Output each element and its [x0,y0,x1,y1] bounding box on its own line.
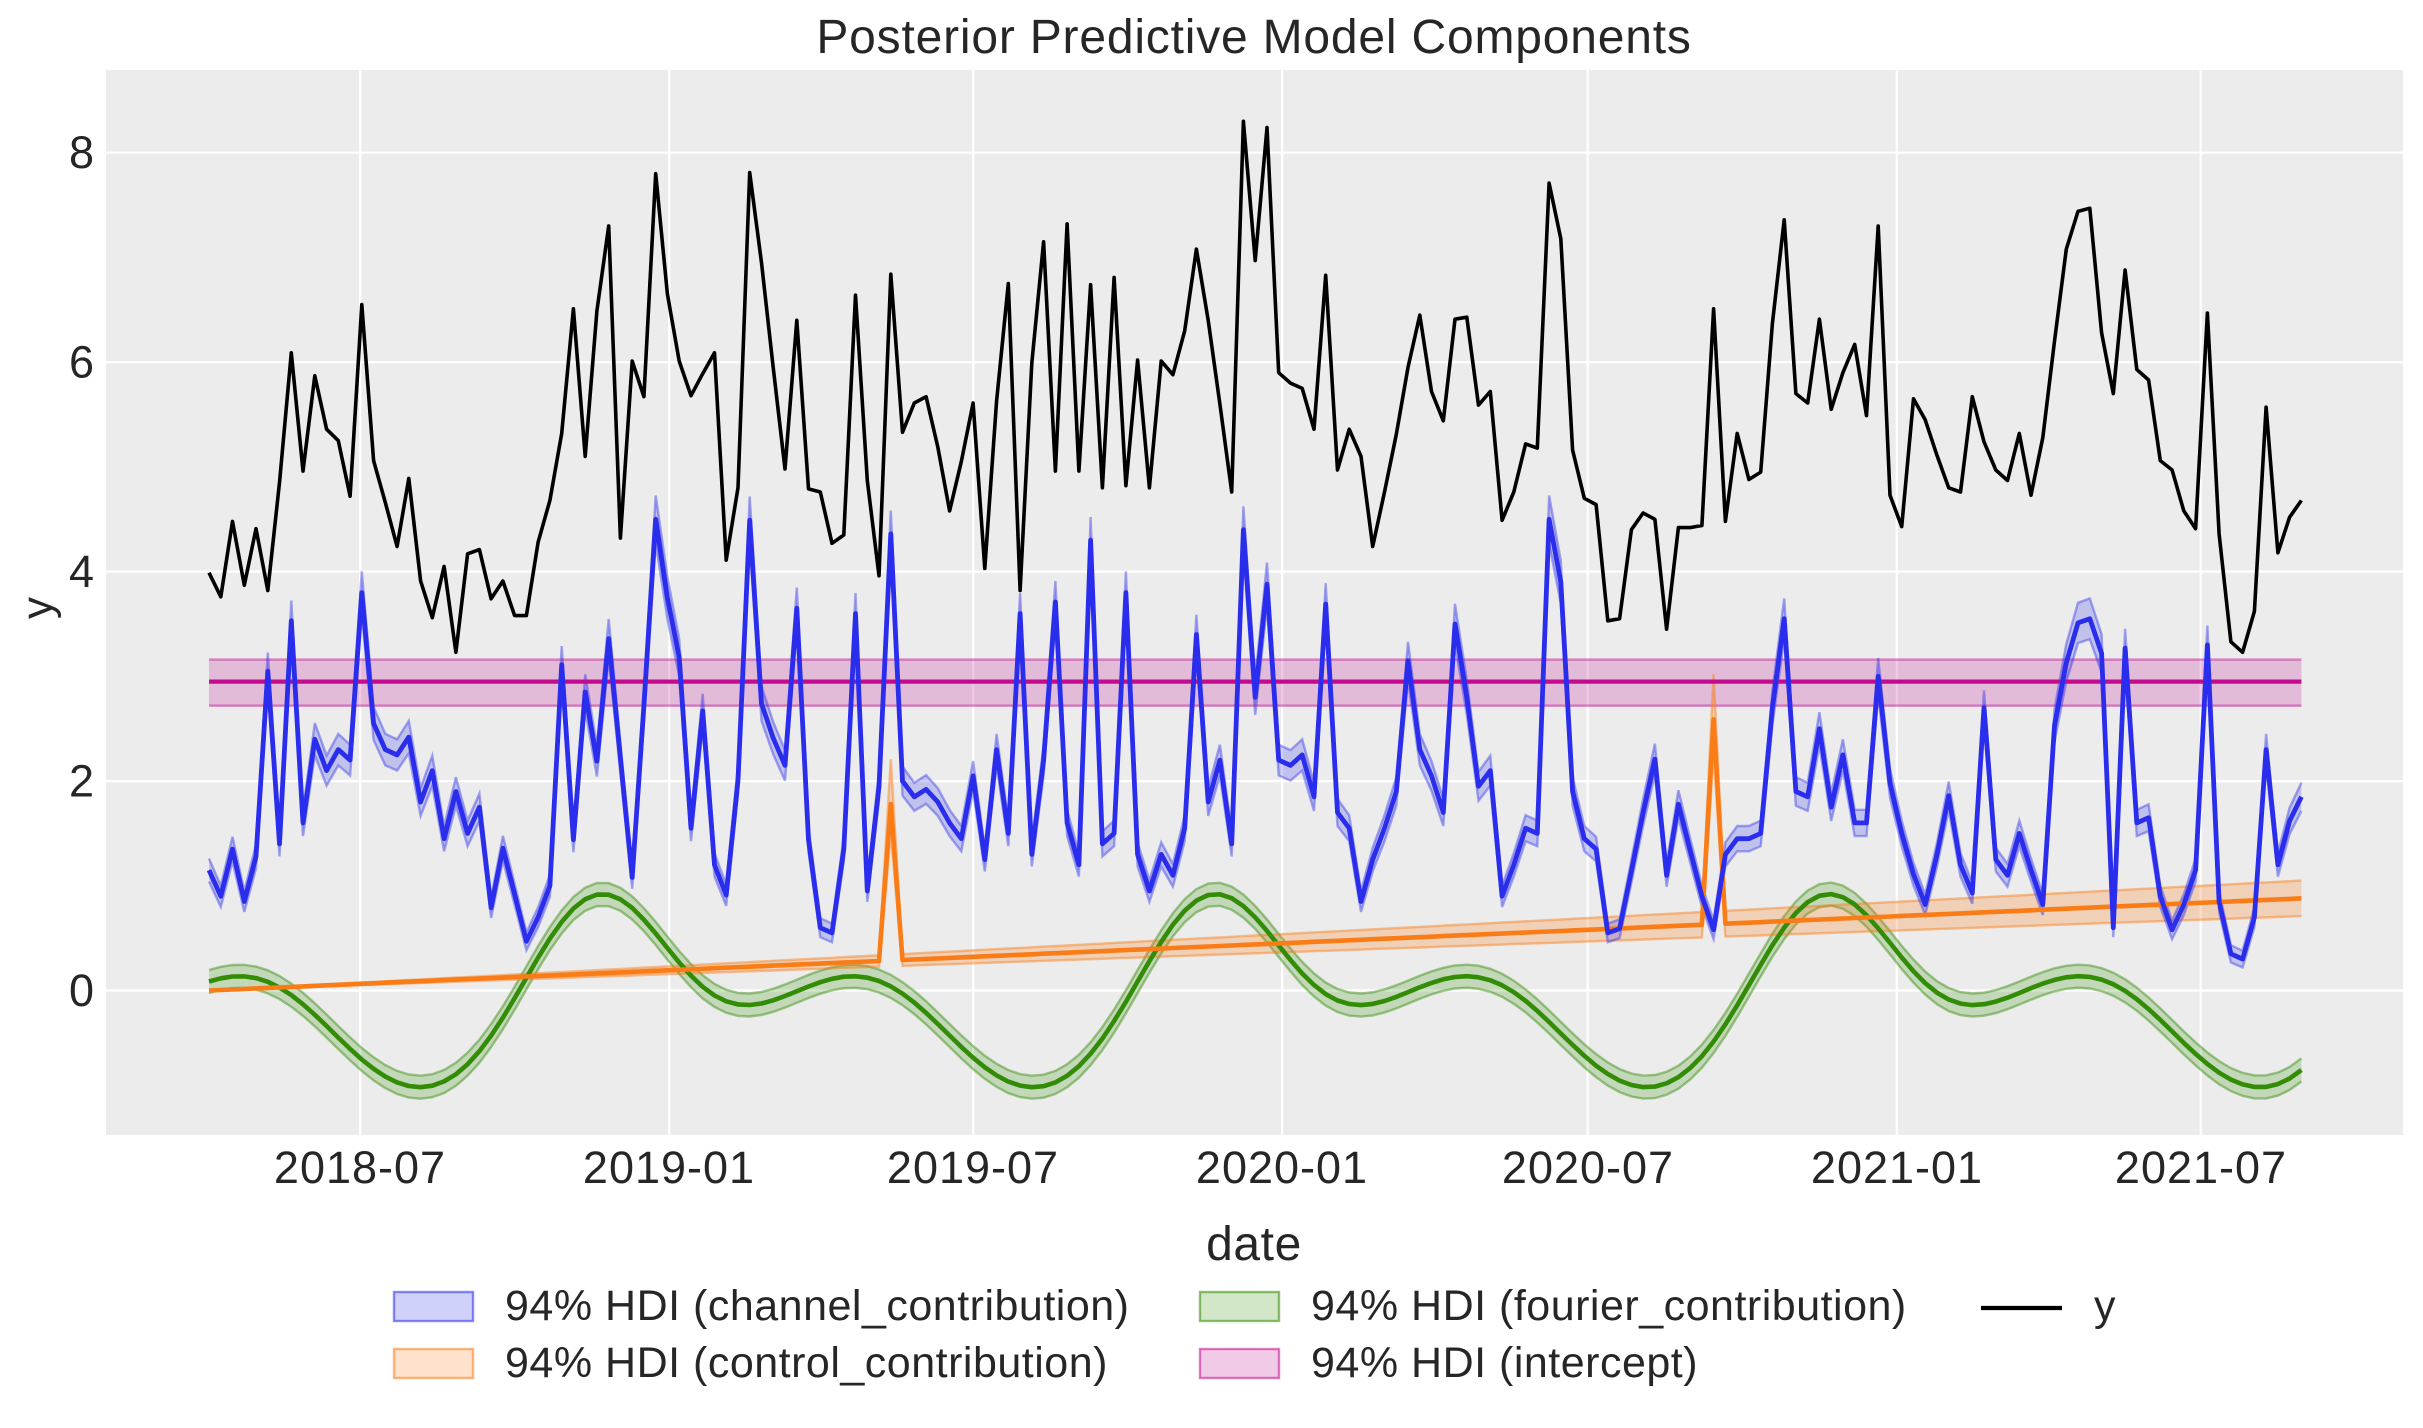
svg-text:2020-01: 2020-01 [1196,1142,1368,1193]
svg-text:2021-01: 2021-01 [1811,1142,1983,1193]
svg-text:y: y [2094,1282,2116,1330]
svg-text:Posterior Predictive Model Com: Posterior Predictive Model Components [816,11,1691,64]
svg-text:y: y [13,597,62,619]
svg-text:4: 4 [69,546,94,597]
svg-text:6: 6 [69,337,94,388]
svg-text:2018-07: 2018-07 [274,1142,446,1193]
svg-text:0: 0 [69,965,94,1016]
svg-text:8: 8 [69,127,94,178]
svg-text:2021-07: 2021-07 [2115,1142,2287,1193]
svg-text:2019-01: 2019-01 [583,1142,755,1193]
svg-text:2020-07: 2020-07 [1502,1142,1674,1193]
svg-text:date: date [1206,1218,1302,1271]
svg-text:94% HDI (fourier_contribution): 94% HDI (fourier_contribution) [1311,1282,1907,1330]
svg-text:94% HDI (channel_contribution): 94% HDI (channel_contribution) [505,1282,1130,1330]
svg-text:94% HDI (control_contribution): 94% HDI (control_contribution) [505,1339,1108,1387]
svg-text:94% HDI (intercept): 94% HDI (intercept) [1311,1339,1698,1387]
svg-text:2019-07: 2019-07 [887,1142,1059,1193]
svg-text:2: 2 [69,756,94,807]
